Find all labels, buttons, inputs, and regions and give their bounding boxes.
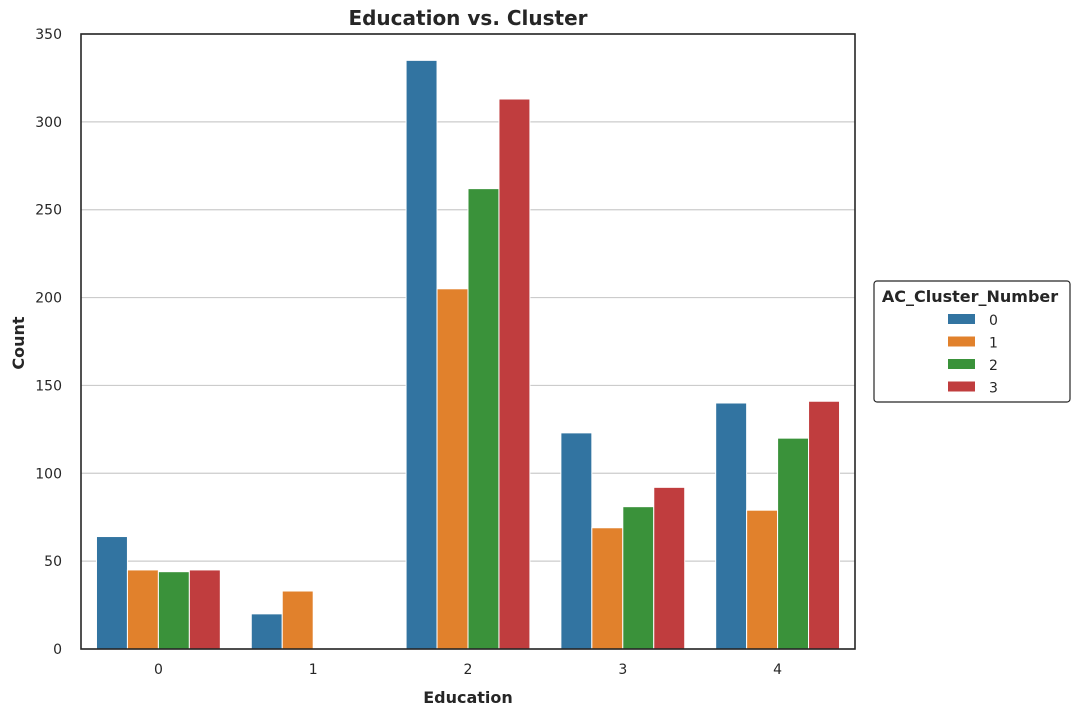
bars xyxy=(95,59,841,650)
x-tick-label: 2 xyxy=(464,662,473,678)
bar-series-2-cat-4 xyxy=(777,437,810,650)
bar-series-0-cat-2 xyxy=(405,59,438,650)
x-tick-label: 4 xyxy=(773,662,782,678)
y-tick-label: 300 xyxy=(35,115,62,131)
bar-series-1-cat-1 xyxy=(281,590,314,650)
y-tick-label: 350 xyxy=(35,27,62,43)
legend-label-3: 3 xyxy=(989,381,998,397)
bar-series-3-cat-3 xyxy=(653,486,686,650)
bar-series-0-cat-4 xyxy=(715,402,748,650)
bar-series-2-cat-3 xyxy=(622,506,655,650)
x-axis-label: Education xyxy=(423,688,513,707)
bar-series-1-cat-3 xyxy=(591,527,624,650)
legend-title: AC_Cluster_Number xyxy=(882,287,1058,306)
bar-series-2-cat-0 xyxy=(157,571,190,650)
bar-series-3-cat-0 xyxy=(188,569,221,650)
y-tick-label: 200 xyxy=(35,291,62,307)
legend-swatch-3 xyxy=(948,381,975,392)
x-tick-label: 0 xyxy=(154,662,163,678)
y-tick-label: 150 xyxy=(35,378,62,394)
bar-series-1-cat-0 xyxy=(126,569,159,650)
x-tick-label: 3 xyxy=(618,662,627,678)
bar-series-0-cat-1 xyxy=(250,613,283,650)
bar-series-3-cat-2 xyxy=(498,98,531,650)
bar-series-0-cat-0 xyxy=(95,536,128,650)
y-tick-labels: 0 50 100 150 200 250 300 350 xyxy=(35,27,62,658)
y-tick-label: 0 xyxy=(53,642,62,658)
legend: AC_Cluster_Number 0 1 2 3 xyxy=(873,280,1071,403)
x-tick-labels: 0 1 2 3 4 xyxy=(154,662,782,678)
chart-title: Education vs. Cluster xyxy=(348,6,587,30)
legend-label-1: 1 xyxy=(989,336,998,352)
y-axis-label: Count xyxy=(9,316,28,370)
legend-swatch-1 xyxy=(948,336,975,347)
plot-frame xyxy=(80,33,856,650)
legend-label-0: 0 xyxy=(989,313,998,329)
bar-series-2-cat-2 xyxy=(467,188,500,650)
legend-swatch-2 xyxy=(948,359,975,369)
y-tick-label: 250 xyxy=(35,203,62,219)
legend-label-2: 2 xyxy=(989,358,998,374)
bar-series-3-cat-4 xyxy=(808,400,841,650)
bar-series-0-cat-3 xyxy=(560,432,593,650)
x-tick-label: 1 xyxy=(309,662,318,678)
bar-series-1-cat-2 xyxy=(436,288,469,650)
bar-series-1-cat-4 xyxy=(746,509,779,650)
legend-swatch-0 xyxy=(948,314,975,324)
y-tick-label: 100 xyxy=(35,466,62,482)
y-tick-label: 50 xyxy=(44,554,62,570)
